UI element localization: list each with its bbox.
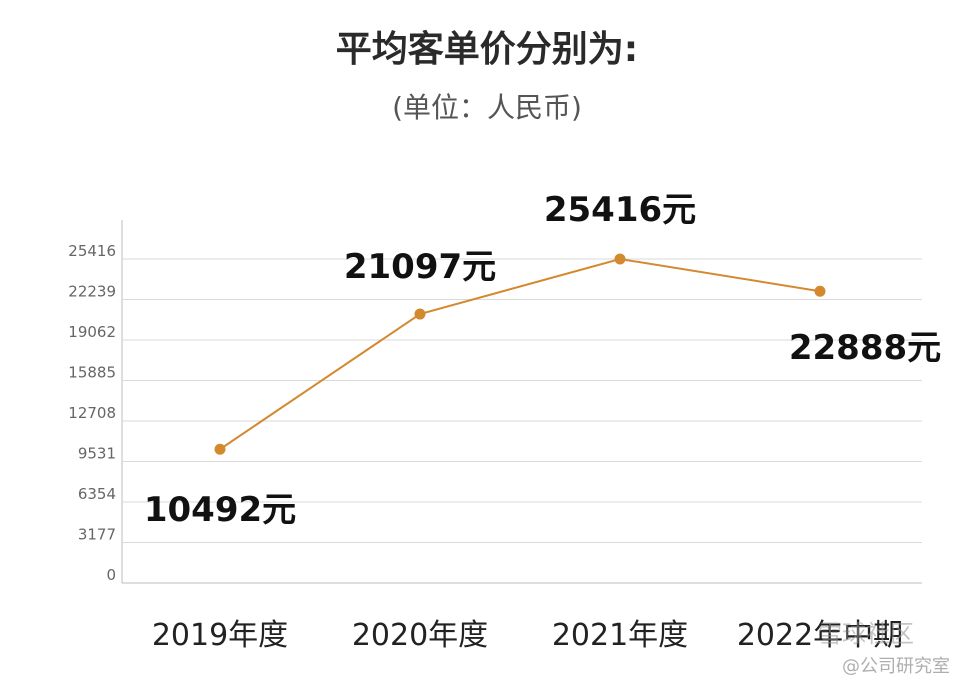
grid-layer [121, 220, 922, 584]
chart-title-bold: 平均客单价 [335, 29, 516, 70]
y-tick-label: 0 [106, 566, 116, 584]
data-label: 22888元 [789, 328, 941, 368]
y-tick-label: 15885 [68, 364, 116, 382]
y-tick-label: 9531 [78, 445, 116, 463]
data-labels-layer: 10492元 21097元 25416元 22888元 [144, 190, 941, 530]
data-label: 10492元 [144, 490, 296, 530]
watermark-account: @公司研究室 [842, 656, 950, 677]
x-category-label: 2019年度 [152, 618, 288, 653]
chart-subtitle: (单位：人民币) [392, 91, 582, 124]
data-label: 25416元 [544, 190, 696, 230]
data-points-layer [214, 253, 826, 455]
y-tick-label: 25416 [68, 242, 116, 260]
data-point [814, 285, 826, 297]
data-point [414, 308, 426, 320]
y-tick-label: 22239 [68, 283, 116, 301]
data-point [214, 443, 226, 455]
chart-title: 平均客单价分别为: [0, 28, 974, 72]
y-tick-label: 12708 [68, 404, 116, 422]
x-category-label: 2020年度 [352, 618, 488, 653]
chart-title-rest: 分别为: [515, 29, 639, 70]
series-line [219, 257, 821, 451]
y-tick-label: 19062 [68, 323, 116, 341]
y-axis-ticks: 0 3177 6354 9531 12708 15885 19062 22239 25416 [68, 242, 116, 584]
data-label: 21097元 [344, 247, 496, 287]
x-axis-categories: 2019年度 2020年度 2021年度 2022年中期 [152, 618, 903, 653]
y-tick-label: 3177 [78, 526, 116, 544]
x-category-label: 2021年度 [552, 618, 688, 653]
y-tick-label: 6354 [78, 485, 116, 503]
data-point [614, 253, 626, 265]
series-line-layer [219, 257, 821, 451]
x-category-label: 2022年中期 [737, 618, 903, 653]
watermark-community: 雪球社区 [818, 620, 914, 648]
